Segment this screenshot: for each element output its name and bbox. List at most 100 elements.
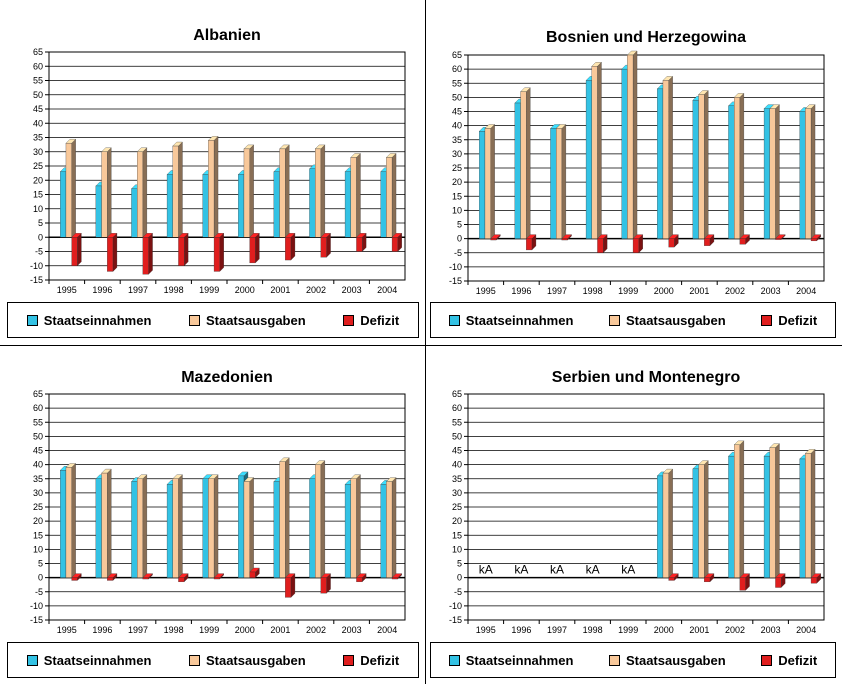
y-tick-label: -15 xyxy=(30,275,43,285)
x-tick-label: 1997 xyxy=(128,625,148,635)
deficit-swatch xyxy=(761,654,773,666)
bar-front xyxy=(561,238,568,241)
bar-front xyxy=(107,237,114,272)
y-tick-label: 45 xyxy=(33,446,43,456)
bar-front xyxy=(350,478,357,578)
bar-front xyxy=(380,171,387,238)
bar-expenditure xyxy=(662,76,674,239)
revenue-swatch xyxy=(448,654,460,666)
y-tick-label: 35 xyxy=(33,133,43,143)
legend-label-deficit: Defizit xyxy=(778,652,818,668)
deficit-swatch xyxy=(761,314,773,326)
y-tick-label: 5 xyxy=(38,218,43,228)
bar-front xyxy=(137,151,143,238)
bar-front xyxy=(484,128,491,239)
x-tick-label: 2001 xyxy=(689,286,709,296)
y-tick-label: -15 xyxy=(449,276,462,286)
bar-expenditure xyxy=(172,141,183,238)
bar-front xyxy=(178,237,185,266)
y-tick-label: 60 xyxy=(452,403,462,413)
bar-front xyxy=(763,456,770,578)
bar-deficit xyxy=(71,232,82,267)
x-tick-label: 1995 xyxy=(57,625,77,635)
chart-panel-serbien: Serbien und Montenegro 65 60 55 50 45 40 35 30 25… xyxy=(428,346,840,682)
legend-label-deficit: Defizit xyxy=(360,312,400,328)
bar-side xyxy=(213,135,219,238)
y-tick-label: 20 xyxy=(33,175,43,185)
bar-deficit xyxy=(525,234,537,251)
y-tick-label: 0 xyxy=(38,573,43,583)
bar-deficit xyxy=(739,234,750,245)
bar-side xyxy=(739,440,744,578)
bar-deficit xyxy=(703,234,715,247)
bar-side xyxy=(668,468,673,578)
bar-front xyxy=(71,577,78,581)
legend-label-expenditure: Staatsausgaben xyxy=(205,312,306,328)
bar-expenditure xyxy=(279,457,290,578)
bar-front xyxy=(344,171,351,238)
bar-deficit xyxy=(739,573,750,591)
bar-side xyxy=(704,460,709,578)
bar-deficit xyxy=(106,573,118,581)
bar-side xyxy=(597,61,602,239)
chart-panel-bosnien: Bosnien und Herzegowina 65 60 55 50 45 40 35 30 2… xyxy=(428,2,840,342)
y-tick-label: 35 xyxy=(33,474,43,484)
bar-front xyxy=(279,148,286,238)
chart-title: Mazedonien xyxy=(181,369,273,386)
bar-expenditure xyxy=(484,124,496,239)
x-tick-label: 2002 xyxy=(306,625,326,635)
bar-front xyxy=(692,468,699,578)
chart-albanien: Albanien65605550454035302520151050-5-10-… xyxy=(30,27,406,295)
y-tick-label: 50 xyxy=(33,431,43,441)
bar-front xyxy=(391,237,398,252)
y-tick-label: 30 xyxy=(33,147,43,157)
bar-side xyxy=(249,477,254,578)
bar-deficit xyxy=(632,234,644,254)
revenue-swatch xyxy=(448,314,460,326)
bar-front xyxy=(208,140,215,238)
bar-front xyxy=(391,577,398,580)
bar-deficit xyxy=(490,234,501,241)
revenue-swatch xyxy=(26,654,38,666)
x-tick-label: 2004 xyxy=(796,286,816,296)
bar-front xyxy=(202,174,209,238)
bar-deficit xyxy=(213,573,225,580)
bar-front xyxy=(166,174,173,238)
y-tick-label: 40 xyxy=(452,460,462,470)
bar-side xyxy=(183,232,189,267)
bar-front xyxy=(692,100,699,239)
bar-side xyxy=(320,460,325,578)
y-tick-label: 30 xyxy=(33,488,43,498)
bar-expenditure xyxy=(385,153,397,238)
bar-expenditure xyxy=(626,50,638,239)
y-tick-label: 35 xyxy=(452,474,462,484)
chart-title: Bosnien und Herzegowina xyxy=(546,29,746,46)
bar-front xyxy=(591,66,598,239)
bar-front xyxy=(320,577,327,594)
bar-front xyxy=(657,88,664,239)
missing-label: kA xyxy=(550,563,564,577)
y-tick-label: 15 xyxy=(33,530,43,540)
bar-deficit xyxy=(249,567,260,578)
bar-front xyxy=(763,108,770,239)
bar-deficit xyxy=(391,573,403,580)
bar-expenditure xyxy=(662,468,674,578)
bar-front xyxy=(137,478,143,578)
bar-expenditure xyxy=(769,104,780,239)
bar-front xyxy=(627,54,634,239)
bar-front xyxy=(799,458,806,578)
bar-front xyxy=(799,111,806,239)
legend-item-expenditure: Staatsausgaben xyxy=(188,653,306,668)
y-tick-label: 30 xyxy=(452,488,462,498)
y-tick-label: 25 xyxy=(452,163,462,173)
bar-expenditure xyxy=(65,463,77,578)
bar-deficit xyxy=(106,232,118,272)
legend-label-revenue: Staatseinnahmen xyxy=(465,312,574,328)
x-tick-label: 1996 xyxy=(92,625,112,635)
bar-expenditure xyxy=(243,144,255,238)
bar-front xyxy=(309,478,316,578)
bar-deficit xyxy=(668,234,679,248)
bar-front xyxy=(315,464,321,578)
bar-front xyxy=(810,238,817,242)
y-tick-label: -10 xyxy=(30,261,43,271)
